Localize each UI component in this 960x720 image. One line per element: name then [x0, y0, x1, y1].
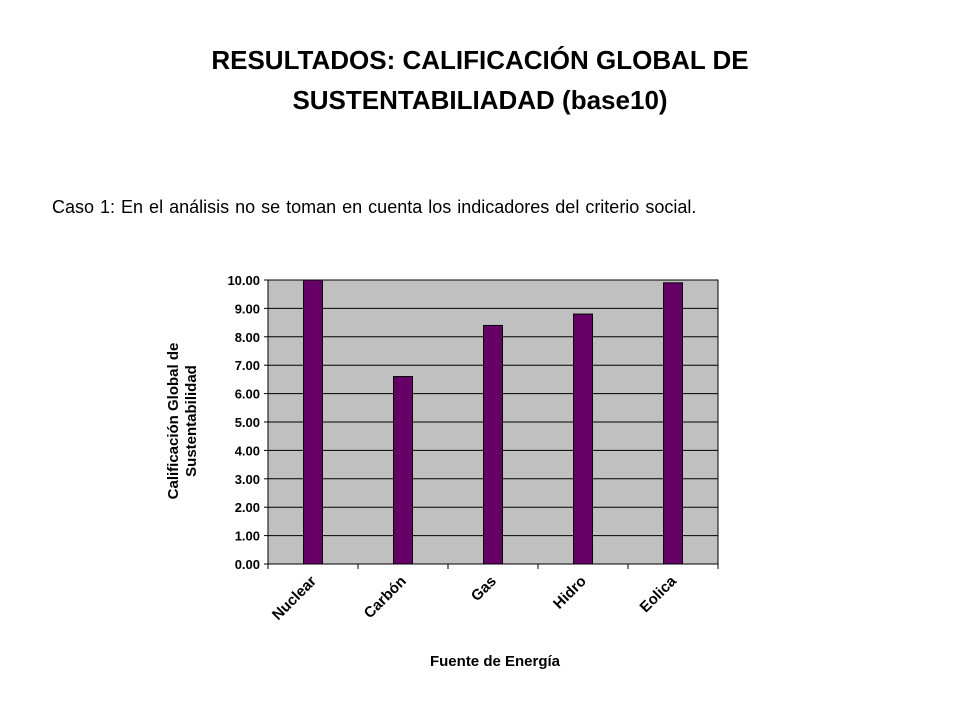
y-tick-label: 7.00	[235, 358, 260, 373]
y-tick-label: 0.00	[235, 557, 260, 572]
case-description: Caso 1: En el análisis no se toman en cu…	[52, 197, 697, 217]
x-category-label: Gas	[468, 573, 500, 605]
y-tick-label: 8.00	[235, 330, 260, 345]
x-axis-categories: Nuclear Carbón Gas Hidro Eolica	[269, 572, 680, 623]
y-axis-title-line-2: Sustentabilidad	[183, 365, 200, 477]
x-category-label: Nuclear	[269, 573, 320, 624]
x-category-label: Carbón	[361, 573, 410, 622]
x-category-label: Eolica	[637, 572, 681, 616]
y-tick-label: 9.00	[235, 301, 260, 316]
y-tick-label: 1.00	[235, 529, 260, 544]
bar-eolica	[663, 282, 683, 565]
x-category-label: Hidro	[550, 573, 590, 613]
y-axis-title: Calificación Global de Sustentabilidad	[165, 343, 200, 500]
bar-chart-svg: Calificación Global de Sustentabilidad 0…	[165, 273, 719, 670]
x-axis-ticks	[267, 564, 719, 569]
slide-title-line-2: SUSTENTABILIADAD (base10)	[292, 85, 668, 115]
slide-title: RESULTADOS: CALIFICACIÓN GLOBAL DE SUSTE…	[80, 40, 880, 120]
y-tick-label: 5.00	[235, 415, 260, 430]
y-tick-label: 2.00	[235, 500, 260, 515]
y-tick-label: 6.00	[235, 387, 260, 402]
y-tick-label: 10.00	[227, 273, 260, 288]
bar-gas	[483, 324, 503, 565]
x-axis-title: Fuente de Energía	[430, 653, 561, 670]
bar-nuclear	[303, 279, 323, 565]
bar-hidro	[573, 313, 593, 565]
y-axis-ticks: 0.00 1.00 2.00 3.00 4.00 5.00 6.00 7.00 8.00 9.00…	[227, 273, 268, 572]
slide-title-line-1: RESULTADOS: CALIFICACIÓN GLOBAL DE	[211, 45, 749, 75]
bar-chart: Calificación Global de Sustentabilidad 0…	[150, 260, 750, 680]
y-tick-label: 4.00	[235, 443, 260, 458]
y-axis-title-line-1: Calificación Global de	[165, 343, 182, 500]
y-tick-label: 3.00	[235, 472, 260, 487]
bar-carbón	[393, 376, 413, 565]
